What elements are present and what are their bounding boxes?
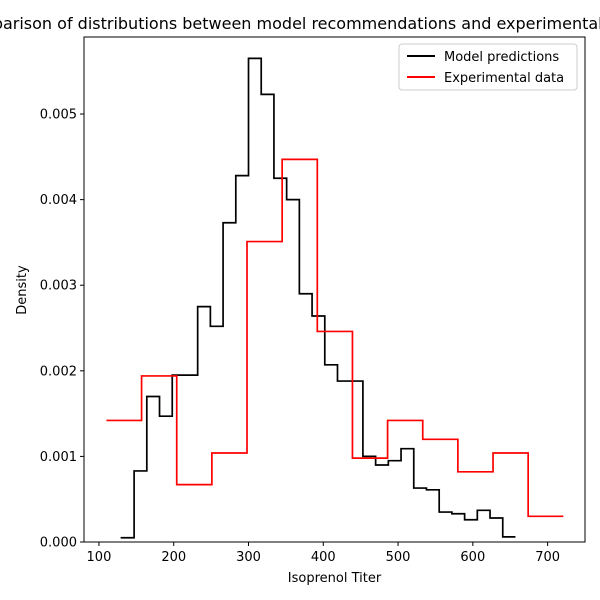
y-tick-label: 0.000 (40, 536, 77, 551)
x-tick-label: 700 (535, 550, 560, 565)
y-axis-label: Density (15, 265, 30, 315)
legend-label-model-predictions: Model predictions (444, 50, 559, 65)
y-axis-ticks: 0.000 0.001 0.002 0.003 0.004 0.005 (40, 108, 84, 551)
x-tick-label: 300 (236, 550, 261, 565)
x-axis-label: Isoprenol Titer (288, 571, 382, 586)
y-tick-label: 0.004 (40, 193, 77, 208)
y-tick-label: 0.005 (40, 108, 77, 123)
x-tick-label: 400 (311, 550, 336, 565)
chart-title: Comparison of distributions between mode… (0, 14, 600, 33)
legend-box (398, 43, 578, 91)
axes-frame (83, 36, 586, 543)
legend: Model predictions Experimental data (398, 43, 578, 91)
series-step-1 (106, 158, 564, 518)
plot-area (83, 36, 586, 543)
x-tick-label: 600 (460, 550, 485, 565)
y-tick-label: 0.001 (40, 450, 77, 465)
x-tick-label: 200 (161, 550, 186, 565)
legend-label-experimental-data: Experimental data (444, 71, 564, 86)
y-tick-label: 0.003 (40, 279, 77, 294)
x-axis-ticks: 100 200 300 400 500 600 700 (87, 542, 560, 565)
x-tick-label: 100 (87, 550, 112, 565)
series-step-0 (120, 57, 516, 539)
x-tick-label: 500 (386, 550, 411, 565)
y-tick-label: 0.002 (40, 364, 77, 379)
